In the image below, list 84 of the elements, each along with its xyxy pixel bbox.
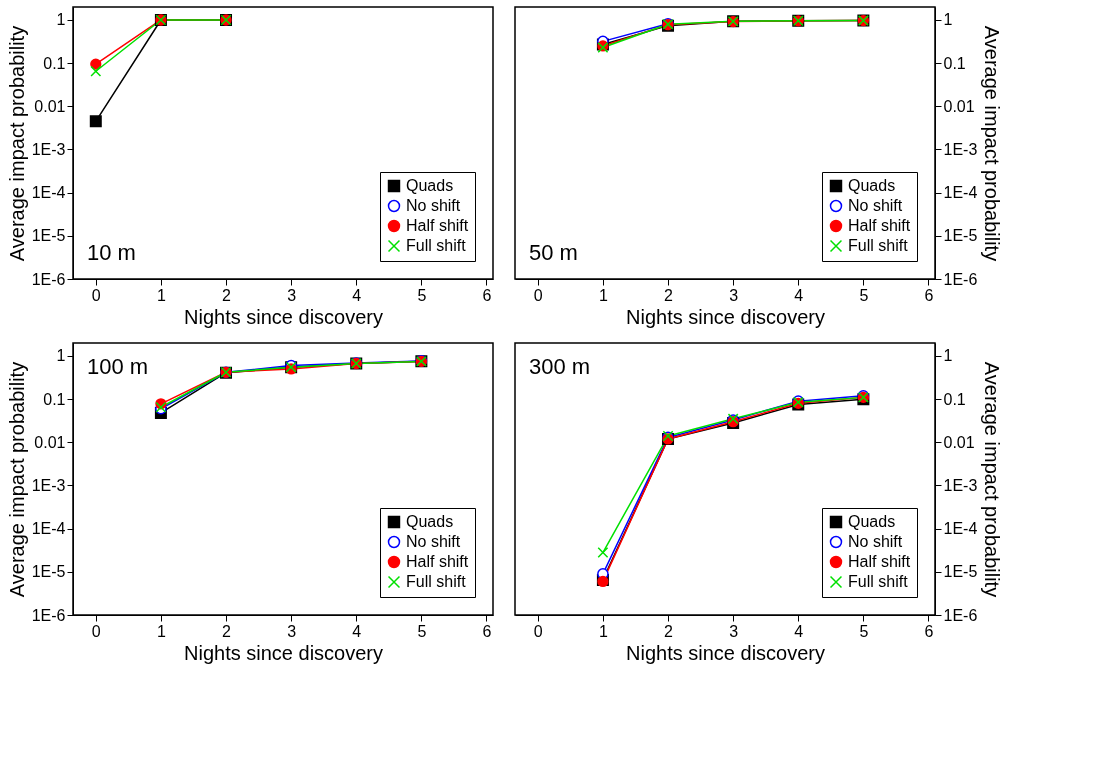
x-tick-label: 1 — [598, 622, 608, 640]
legend-label: No shift — [406, 533, 461, 550]
y-tick-label: 0.1 — [43, 390, 66, 408]
y-tick-label: 1E-4 — [31, 520, 66, 538]
legend-label: Full shift — [406, 573, 467, 590]
x-tick-label: 4 — [352, 622, 362, 640]
y-tick-label: 1E-6 — [31, 606, 66, 624]
x-tick-label: 4 — [352, 286, 362, 304]
y-tick-label: 1E-5 — [943, 563, 978, 581]
x-axis-title: Nights since discovery — [626, 641, 825, 664]
legend-label: Quads — [406, 177, 454, 194]
y-tick-label: 0.1 — [43, 54, 66, 72]
y-tick-label: 1E-5 — [31, 563, 66, 581]
x-tick-label: 5 — [417, 622, 427, 640]
x-tick-label: 4 — [794, 286, 804, 304]
y-tick-label: 0.01 — [34, 433, 66, 451]
legend-label: Half shift — [406, 217, 469, 234]
y-tick-label: 1E-4 — [31, 184, 66, 202]
legend-label: No shift — [406, 197, 461, 214]
x-tick-label: 2 — [222, 622, 232, 640]
legend-label: Quads — [406, 513, 454, 530]
legend-label: No shift — [848, 533, 903, 550]
x-tick-label: 0 — [91, 622, 101, 640]
y-tick-label: 0.1 — [943, 54, 966, 72]
x-tick-label: 1 — [156, 286, 166, 304]
y-tick-label: 1E-3 — [31, 477, 66, 494]
y-tick-label: 0.1 — [943, 390, 966, 408]
x-tick-label: 0 — [533, 622, 543, 640]
x-tick-label: 2 — [664, 286, 674, 304]
y-tick-label: 1 — [56, 347, 66, 365]
annotation: 10 m — [87, 240, 136, 265]
x-tick-label: 2 — [664, 622, 674, 640]
y-tick-label: 0.01 — [34, 97, 66, 115]
y-axis-title: Average impact probability — [981, 25, 1004, 262]
x-tick-label: 4 — [794, 622, 804, 640]
y-axis-title: Average impact probability — [981, 361, 1004, 598]
y-tick-label: 0.01 — [943, 433, 975, 451]
x-tick-label: 2 — [222, 286, 232, 304]
x-tick-label: 3 — [287, 622, 297, 640]
y-tick-label: 1 — [56, 11, 66, 29]
x-tick-label: 5 — [859, 286, 869, 304]
y-axis-title: Average impact probability — [5, 25, 28, 262]
legend-label: Quads — [848, 513, 896, 530]
y-tick-label: 1E-3 — [943, 477, 978, 494]
legend-label: Half shift — [406, 553, 469, 570]
legend-label: Half shift — [848, 217, 911, 234]
legend-label: Half shift — [848, 553, 911, 570]
x-tick-label: 0 — [91, 286, 101, 304]
x-tick-label: 6 — [482, 622, 492, 640]
y-tick-label: 1E-4 — [943, 520, 978, 538]
x-axis-title: Nights since discovery — [184, 305, 383, 328]
x-tick-label: 3 — [729, 622, 739, 640]
y-tick-label: 1 — [943, 11, 953, 29]
x-tick-label: 0 — [533, 286, 543, 304]
y-tick-label: 1E-5 — [943, 227, 978, 245]
x-tick-label: 6 — [924, 286, 934, 304]
x-tick-label: 6 — [924, 622, 934, 640]
y-tick-label: 0.01 — [943, 97, 975, 115]
y-tick-label: 1E-3 — [31, 141, 66, 158]
x-tick-label: 5 — [417, 286, 427, 304]
annotation: 100 m — [87, 354, 149, 379]
x-tick-label: 1 — [598, 286, 608, 304]
annotation: 300 m — [529, 354, 591, 379]
y-tick-label: 1E-6 — [31, 270, 66, 288]
y-axis-title: Average impact probability — [5, 361, 28, 598]
y-tick-label: 1E-4 — [943, 184, 978, 202]
x-tick-label: 1 — [156, 622, 166, 640]
y-tick-label: 1E-3 — [943, 141, 978, 158]
x-axis-title: Nights since discovery — [626, 305, 825, 328]
x-axis-title: Nights since discovery — [184, 641, 383, 664]
y-tick-label: 1E-6 — [943, 270, 978, 288]
annotation: 50 m — [529, 240, 578, 265]
x-tick-label: 6 — [482, 286, 492, 304]
y-tick-label: 1E-6 — [943, 606, 978, 624]
legend-label: Full shift — [848, 573, 909, 590]
legend-label: Full shift — [406, 237, 467, 254]
y-tick-label: 1E-5 — [31, 227, 66, 245]
x-tick-label: 5 — [859, 622, 869, 640]
legend-label: Quads — [848, 177, 896, 194]
legend-label: No shift — [848, 197, 903, 214]
x-tick-label: 3 — [287, 286, 297, 304]
legend-label: Full shift — [848, 237, 909, 254]
x-tick-label: 3 — [729, 286, 739, 304]
y-tick-label: 1 — [943, 347, 953, 365]
